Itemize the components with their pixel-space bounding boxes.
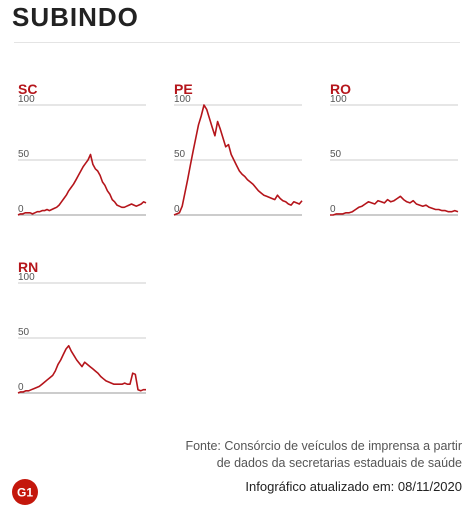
chart-title: SC <box>18 81 37 97</box>
title-divider <box>14 42 460 43</box>
y-tick-label: 50 <box>18 149 30 160</box>
source-note: Fonte: Consórcio de veículos de imprensa… <box>162 438 462 472</box>
y-tick-label: 100 <box>18 272 35 283</box>
series-line <box>330 195 459 216</box>
y-tick-label: 0 <box>18 382 24 393</box>
page-title: SUBINDO <box>12 2 139 32</box>
y-tick-label: 50 <box>18 327 30 338</box>
chart-rn: RN 0 50 100 <box>17 259 146 394</box>
y-tick-label: 50 <box>174 149 186 160</box>
logo-text: G1 <box>17 486 33 500</box>
g1-logo-icon: G1 <box>12 479 38 505</box>
y-tick-label: 0 <box>174 204 180 215</box>
source-line-2: de dados da secretarias estaduais de saú… <box>216 456 462 470</box>
series-line <box>17 153 147 216</box>
source-line-1: Fonte: Consórcio de veículos de imprensa… <box>185 439 462 453</box>
chart-sc: SC 0 50 100 <box>17 81 147 216</box>
updated-note: Infográfico atualizado em: 08/11/2020 <box>245 479 462 494</box>
y-tick-label: 100 <box>18 94 35 105</box>
chart-pe: PE 0 50 100 <box>173 81 303 216</box>
chart-title: PE <box>174 81 193 97</box>
series-line <box>17 344 146 394</box>
series-line <box>173 104 303 216</box>
y-tick-label: 100 <box>174 94 191 105</box>
y-tick-label: 0 <box>330 204 336 215</box>
y-tick-label: 100 <box>330 94 347 105</box>
chart-title: RO <box>330 81 351 97</box>
y-tick-label: 0 <box>18 204 24 215</box>
chart-title: RN <box>18 259 38 275</box>
chart-ro: RO 0 50 100 <box>330 81 459 216</box>
y-tick-label: 50 <box>330 149 342 160</box>
